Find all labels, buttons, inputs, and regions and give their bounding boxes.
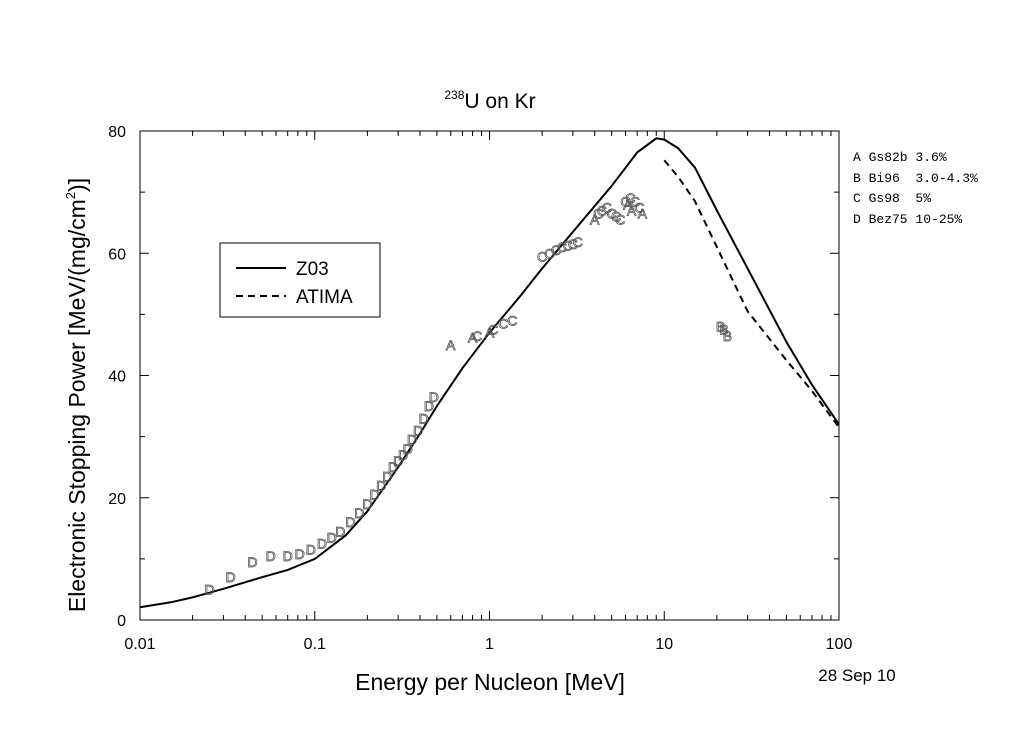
data-point-c: C <box>488 322 498 338</box>
x-axis-ticks <box>139 131 840 620</box>
y-axis-ticks <box>140 130 839 621</box>
data-point-d: D <box>317 536 327 552</box>
data-point-d: D <box>283 548 293 564</box>
data-point-c: C <box>620 193 630 209</box>
chart-title-main: U on Kr <box>464 90 535 113</box>
data-point-d: D <box>413 423 423 439</box>
data-point-c: C <box>611 209 621 225</box>
data-point-c: C <box>568 236 578 252</box>
data-point-c: C <box>537 248 547 264</box>
y-axis-label-prefix: Electronic Stopping Power [MeV/(mg/cm <box>64 199 90 612</box>
data-point-d: D <box>376 478 386 494</box>
data-point-c: C <box>557 239 567 255</box>
data-point-d: D <box>393 453 403 469</box>
data-point-b: B <box>716 319 725 335</box>
data-point-b: B <box>723 328 732 344</box>
data-point-d: D <box>429 389 439 405</box>
legend-box <box>219 242 381 318</box>
data-point-c: C <box>551 242 561 258</box>
reference-b: B Bi96 3.0-4.3% <box>853 171 978 186</box>
reference-c: C Gs98 5% <box>853 191 931 206</box>
data-point-a: A <box>638 206 648 222</box>
data-point-c: C <box>472 328 482 344</box>
data-point-d: D <box>354 505 364 521</box>
data-point-d: D <box>266 548 276 564</box>
legend-label-z03: Z03 <box>296 259 329 280</box>
data-point-d: D <box>295 546 305 562</box>
reference-d: D Bez75 10-25% <box>853 212 962 227</box>
data-point-c: C <box>544 245 554 261</box>
data-point-c: C <box>593 206 603 222</box>
data-point-a: A <box>468 330 478 346</box>
data-point-d: D <box>382 468 392 484</box>
series-line-z03 <box>139 137 840 609</box>
y-tick-label: 20 <box>108 491 126 508</box>
data-point-c: C <box>615 212 625 228</box>
data-point-c: C <box>630 193 640 209</box>
x-tick-label: 10 <box>655 636 673 653</box>
data-point-d: D <box>345 514 355 530</box>
data-point-d: D <box>335 523 345 539</box>
data-point-d: D <box>204 581 214 597</box>
data-point-d: D <box>424 398 434 414</box>
y-tick-label: 60 <box>108 246 126 263</box>
data-point-c: C <box>498 316 508 332</box>
plot-frame <box>139 130 840 621</box>
x-tick-label: 100 <box>826 636 853 653</box>
y-axis-tick-labels: 0 20 40 60 80 <box>108 124 126 630</box>
data-point-c: C <box>607 206 617 222</box>
chart-title: 238U on Kr <box>444 88 535 113</box>
data-point-c: C <box>507 312 517 328</box>
data-point-c: C <box>625 190 635 206</box>
data-point-c: C <box>573 234 583 250</box>
data-point-c: C <box>634 199 644 215</box>
data-point-c: C <box>597 202 607 218</box>
data-point-d: D <box>398 447 408 463</box>
reference-a: A Gs82b 3.6% <box>853 150 947 165</box>
x-tick-label: 0.1 <box>304 636 326 653</box>
data-point-a: A <box>627 202 637 218</box>
data-point-a: A <box>485 325 495 341</box>
data-point-d: D <box>362 496 372 512</box>
x-tick-label: 0.01 <box>124 636 155 653</box>
x-tick-label: 1 <box>485 636 494 653</box>
data-point-a: A <box>446 337 456 353</box>
legend-label-atima: ATIMA <box>296 287 353 308</box>
data-point-c: C <box>602 199 612 215</box>
y-tick-label: 80 <box>108 124 126 141</box>
chart-title-superscript: 238 <box>444 88 464 102</box>
legend: Z03 ATIMA <box>219 242 381 318</box>
data-point-c: C <box>563 237 573 253</box>
data-point-d: D <box>407 432 417 448</box>
y-tick-label: 40 <box>108 369 126 386</box>
x-axis-tick-labels: 0.01 0.1 1 10 100 <box>124 636 852 653</box>
y-tick-label: 0 <box>117 613 126 630</box>
x-axis-label: Energy per Nucleon [MeV] <box>355 669 625 695</box>
data-point-d: D <box>388 459 398 475</box>
data-point-d: D <box>403 441 413 457</box>
y-axis-label: Electronic Stopping Power [MeV/(mg/cm2)] <box>63 178 90 612</box>
data-point-d: D <box>327 529 337 545</box>
data-point-d: D <box>247 554 257 570</box>
date-stamp: 28 Sep 10 <box>818 666 896 685</box>
data-point-d: D <box>370 487 380 503</box>
data-point-a: A <box>590 212 600 228</box>
data-point-d: D <box>419 410 429 426</box>
data-point-a: A <box>623 196 633 212</box>
data-point-b: B <box>719 322 728 338</box>
data-point-d: D <box>226 569 236 585</box>
references-list: A Gs82b 3.6% B Bi96 3.0-4.3% C Gs98 5% D… <box>853 150 978 227</box>
series-line-atima <box>663 159 840 429</box>
series-lines <box>139 137 840 609</box>
y-axis-label-suffix: )] <box>64 178 90 192</box>
y-axis-label-superscript: 2 <box>63 192 78 199</box>
data-point-d: D <box>306 542 316 558</box>
